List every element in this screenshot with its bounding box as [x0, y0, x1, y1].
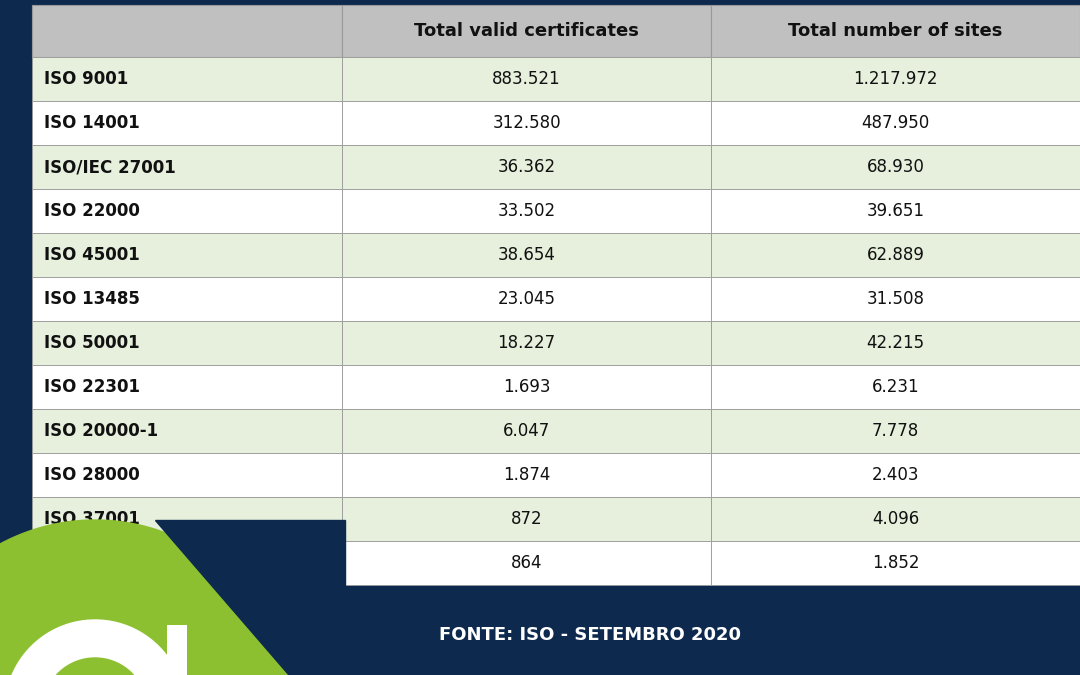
Bar [342, 365, 711, 409]
Text: 1.217.972: 1.217.972 [853, 70, 937, 88]
Bar [342, 277, 711, 321]
Text: ISO 37001: ISO 37001 [44, 510, 140, 528]
Text: 2.403: 2.403 [872, 466, 919, 484]
Text: 62.889: 62.889 [866, 246, 924, 264]
Text: 6.047: 6.047 [503, 422, 550, 440]
Bar [32, 453, 342, 497]
Text: 39.651: 39.651 [866, 202, 924, 220]
Text: ISO 22000: ISO 22000 [44, 202, 140, 220]
Bar [342, 409, 711, 453]
Bar [342, 541, 711, 585]
Text: 6.231: 6.231 [872, 378, 919, 396]
Text: 23.045: 23.045 [498, 290, 555, 308]
Bar [32, 5, 342, 57]
Polygon shape [43, 658, 147, 675]
Bar [32, 277, 342, 321]
Polygon shape [156, 520, 345, 675]
Text: ISO 22301: ISO 22301 [44, 378, 140, 396]
Bar [32, 101, 342, 145]
Bar [342, 453, 711, 497]
Bar [167, 625, 187, 675]
Bar [342, 233, 711, 277]
Text: Total number of sites: Total number of sites [788, 22, 1002, 40]
Bar [342, 321, 711, 365]
Bar [711, 453, 1080, 497]
Text: 7.778: 7.778 [872, 422, 919, 440]
Text: Total valid certificates: Total valid certificates [414, 22, 639, 40]
Text: 42.215: 42.215 [866, 334, 924, 352]
Bar [32, 497, 342, 541]
Bar [342, 189, 711, 233]
Text: 872: 872 [511, 510, 542, 528]
Bar [711, 101, 1080, 145]
Text: 18.227: 18.227 [498, 334, 555, 352]
Text: 4.096: 4.096 [872, 510, 919, 528]
Bar [711, 233, 1080, 277]
Bar [32, 189, 342, 233]
Text: 31.508: 31.508 [866, 290, 924, 308]
Polygon shape [0, 520, 295, 675]
Text: 312.580: 312.580 [492, 114, 561, 132]
Text: 864: 864 [511, 554, 542, 572]
Bar [711, 145, 1080, 189]
Bar [711, 321, 1080, 365]
Bar [342, 101, 711, 145]
Polygon shape [5, 620, 185, 675]
Bar [711, 365, 1080, 409]
Text: ISO 45001: ISO 45001 [44, 246, 139, 264]
Text: 36.362: 36.362 [498, 158, 555, 176]
Text: 38.654: 38.654 [498, 246, 555, 264]
Text: 883.521: 883.521 [492, 70, 561, 88]
Text: ISO 9001: ISO 9001 [44, 70, 129, 88]
Text: 487.950: 487.950 [862, 114, 930, 132]
Text: 33.502: 33.502 [498, 202, 555, 220]
Text: 1.852: 1.852 [872, 554, 919, 572]
Bar [342, 497, 711, 541]
Text: FONTE: ISO - SETEMBRO 2020: FONTE: ISO - SETEMBRO 2020 [438, 626, 741, 643]
Bar [342, 57, 711, 101]
Text: ISO 39001: ISO 39001 [44, 554, 140, 572]
Text: ISO 13485: ISO 13485 [44, 290, 140, 308]
Bar [342, 145, 711, 189]
Bar [711, 541, 1080, 585]
Bar [711, 5, 1080, 57]
Bar [32, 233, 342, 277]
Text: ISO 28000: ISO 28000 [44, 466, 139, 484]
Text: ISO 14001: ISO 14001 [44, 114, 139, 132]
Bar [711, 189, 1080, 233]
Text: 1.693: 1.693 [503, 378, 550, 396]
Text: 1.874: 1.874 [503, 466, 550, 484]
Bar [32, 365, 342, 409]
Bar [32, 57, 342, 101]
Bar [32, 541, 342, 585]
Text: ISO/IEC 27001: ISO/IEC 27001 [44, 158, 176, 176]
Bar [32, 145, 342, 189]
Text: ISO 50001: ISO 50001 [44, 334, 139, 352]
Bar [711, 277, 1080, 321]
Text: 68.930: 68.930 [866, 158, 924, 176]
Text: ISO 20000-1: ISO 20000-1 [44, 422, 158, 440]
Bar [32, 409, 342, 453]
Bar [711, 409, 1080, 453]
Bar [342, 5, 711, 57]
Bar [711, 57, 1080, 101]
Bar [711, 497, 1080, 541]
Bar [32, 321, 342, 365]
